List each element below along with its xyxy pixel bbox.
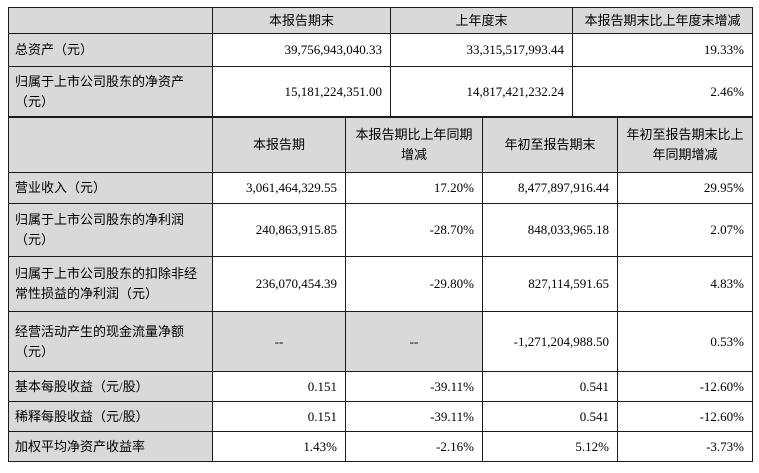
diluted-eps-ytd-change: -12.60% xyxy=(617,401,753,432)
table-row: 稀释每股收益（元/股） 0.151 -39.11% 0.541 -12.60% xyxy=(8,401,753,432)
row-label-total-assets: 总资产（元） xyxy=(8,33,213,67)
row-label-net-assets: 归属于上市公司股东的净资产（元） xyxy=(8,66,213,117)
col-header-current-period-end: 本报告期末 xyxy=(212,7,391,34)
balance-snapshot-table: 本报告期末 上年度末 本报告期末比上年度末增减 总资产（元） 39,756,94… xyxy=(8,7,753,117)
total-assets-change: 19.33% xyxy=(572,33,753,67)
revenue-period: 3,061,464,329.55 xyxy=(212,172,346,204)
basic-eps-ytd-change: -12.60% xyxy=(617,371,753,402)
row-label-deducted-net-profit: 归属于上市公司股东的扣除非经常性损益的净利润（元） xyxy=(8,256,213,312)
net-profit-ytd-change: 2.07% xyxy=(617,203,753,257)
deducted-net-profit-period: 236,070,454.39 xyxy=(212,256,346,312)
table-header-row: 本报告期 本报告期比上年同期增减 年初至报告期末 年初至报告期末比上年同期增减 xyxy=(8,117,753,173)
weighted-avg-roe-period-change: -2.16% xyxy=(345,431,483,462)
row-label-diluted-eps: 稀释每股收益（元/股） xyxy=(8,401,213,432)
revenue-period-change: 17.20% xyxy=(345,172,483,204)
table-row: 营业收入（元） 3,061,464,329.55 17.20% 8,477,89… xyxy=(8,172,753,204)
net-profit-ytd: 848,033,965.18 xyxy=(482,203,618,257)
deducted-net-profit-period-change: -29.80% xyxy=(345,256,483,312)
net-assets-change: 2.46% xyxy=(572,66,753,117)
table-row: 基本每股收益（元/股） 0.151 -39.11% 0.541 -12.60% xyxy=(8,371,753,402)
col-header-ytd-change: 年初至报告期末比上年同期增减 xyxy=(617,117,753,173)
weighted-avg-roe-ytd: 5.12% xyxy=(482,431,618,462)
diluted-eps-period-change: -39.11% xyxy=(345,401,483,432)
col-header-change: 本报告期末比上年度末增减 xyxy=(572,7,753,34)
net-profit-period: 240,863,915.85 xyxy=(212,203,346,257)
table-row: 总资产（元） 39,756,943,040.33 33,315,517,993.… xyxy=(8,33,753,67)
row-label-operating-cash-flow: 经营活动产生的现金流量净额（元） xyxy=(8,311,213,372)
basic-eps-period: 0.151 xyxy=(212,371,346,402)
total-assets-prior: 33,315,517,993.44 xyxy=(390,33,573,67)
col-header-current-period: 本报告期 xyxy=(212,117,346,173)
deducted-net-profit-ytd-change: 4.83% xyxy=(617,256,753,312)
income-metrics-table: 本报告期 本报告期比上年同期增减 年初至报告期末 年初至报告期末比上年同期增减 … xyxy=(8,117,753,462)
operating-cash-flow-period-change: -- xyxy=(345,311,483,372)
weighted-avg-roe-period: 1.43% xyxy=(212,431,346,462)
basic-eps-ytd: 0.541 xyxy=(482,371,618,402)
row-label-net-profit: 归属于上市公司股东的净利润（元） xyxy=(8,203,213,257)
total-assets-current: 39,756,943,040.33 xyxy=(212,33,391,67)
table-row: 归属于上市公司股东的净资产（元） 15,181,224,351.00 14,81… xyxy=(8,66,753,117)
table-row: 归属于上市公司股东的净利润（元） 240,863,915.85 -28.70% … xyxy=(8,203,753,257)
deducted-net-profit-ytd: 827,114,591.65 xyxy=(482,256,618,312)
table-row: 归属于上市公司股东的扣除非经常性损益的净利润（元） 236,070,454.39… xyxy=(8,256,753,312)
row-label-basic-eps: 基本每股收益（元/股） xyxy=(8,371,213,402)
col-header-prior-year-end: 上年度末 xyxy=(390,7,573,34)
table-header-row: 本报告期末 上年度末 本报告期末比上年度末增减 xyxy=(8,7,753,34)
row-label-revenue: 营业收入（元） xyxy=(8,172,213,204)
net-assets-prior: 14,817,421,232.24 xyxy=(390,66,573,117)
diluted-eps-ytd: 0.541 xyxy=(482,401,618,432)
revenue-ytd: 8,477,897,916.44 xyxy=(482,172,618,204)
operating-cash-flow-period: -- xyxy=(212,311,346,372)
revenue-ytd-change: 29.95% xyxy=(617,172,753,204)
weighted-avg-roe-ytd-change: -3.73% xyxy=(617,431,753,462)
table-row: 加权平均净资产收益率 1.43% -2.16% 5.12% -3.73% xyxy=(8,431,753,462)
operating-cash-flow-ytd-change: 0.53% xyxy=(617,311,753,372)
diluted-eps-period: 0.151 xyxy=(212,401,346,432)
corner-cell xyxy=(8,117,213,173)
col-header-ytd: 年初至报告期末 xyxy=(482,117,618,173)
table-row: 经营活动产生的现金流量净额（元） -- -- -1,271,204,988.50… xyxy=(8,311,753,372)
net-profit-period-change: -28.70% xyxy=(345,203,483,257)
corner-cell xyxy=(8,7,213,34)
row-label-weighted-avg-roe: 加权平均净资产收益率 xyxy=(8,431,213,462)
operating-cash-flow-ytd: -1,271,204,988.50 xyxy=(482,311,618,372)
col-header-period-change: 本报告期比上年同期增减 xyxy=(345,117,483,173)
basic-eps-period-change: -39.11% xyxy=(345,371,483,402)
net-assets-current: 15,181,224,351.00 xyxy=(212,66,391,117)
